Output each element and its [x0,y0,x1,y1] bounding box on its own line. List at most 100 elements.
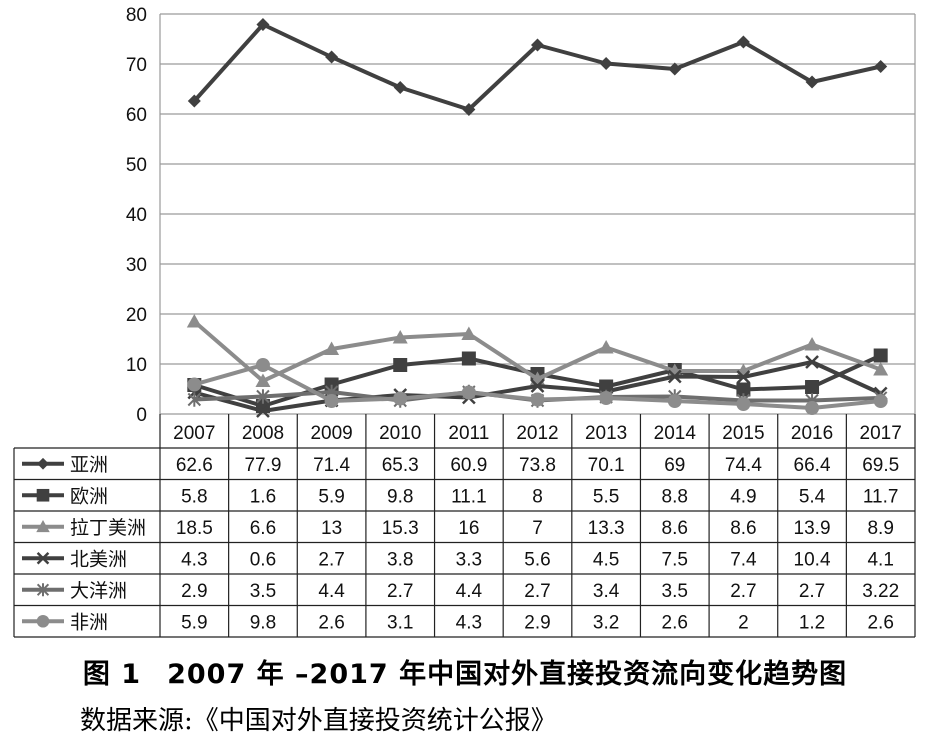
data-point [667,394,682,408]
data-point [804,337,820,351]
table-cell: 8 [532,486,543,507]
table-cell: 13.3 [588,518,625,539]
table-cell: 2.7 [524,581,550,602]
gridlines [160,13,915,415]
x-tick-label: 2017 [860,423,902,444]
data-source: 数据来源:《中国对外直接投资统计公报》 [80,706,557,736]
table-cell: 3.5 [250,581,276,602]
table-cell: 13.9 [794,518,831,539]
y-axis: 0 10 20 30 40 50 60 70 80 [126,5,916,426]
data-point [461,385,476,400]
series-lines [186,18,889,418]
table-cell: 2.9 [524,612,550,633]
data-point [873,394,888,408]
data-point [462,103,476,116]
table-cell: 2.6 [318,612,344,633]
data-point [324,394,339,408]
table-cell: 3.8 [387,549,413,570]
table-cell: 4.5 [593,549,619,570]
data-point [324,341,340,355]
series-circle [187,358,888,415]
data-point [37,457,49,470]
data-point [599,57,613,70]
legend-label: 拉丁美洲 [70,517,146,539]
table-cell: 2.9 [181,581,207,602]
x-tick-label: 2008 [242,423,284,444]
data-point [461,326,477,340]
y-tick-label: 0 [136,405,147,426]
table-cell: 77.9 [244,455,281,476]
data-point [256,404,270,418]
y-tick-label: 20 [126,305,147,326]
legend-label: 亚洲 [70,455,108,476]
data-point [599,391,614,405]
table-cell: 10.4 [794,549,831,570]
series-line [192,22,882,112]
figure-caption: 图 1 2007 年 –2017 年中国对外直接投资流向变化趋势图 [0,652,930,691]
data-point [598,340,614,354]
table-cell: 2 [738,612,749,633]
table-cell: 8.6 [730,518,756,539]
table-cell: 5.8 [181,486,207,507]
table-cell: 11.1 [451,486,487,507]
table-cell: 2.7 [387,581,413,602]
table-cell: 5.4 [799,486,826,507]
y-tick-label: 60 [126,105,147,126]
table-cell: 65.3 [382,455,419,476]
table-cell: 8.8 [662,486,688,507]
legend-label: 非洲 [70,611,108,633]
data-point [736,35,750,49]
data-point [393,358,408,372]
table-cell: 1.2 [799,612,825,633]
table-cell: 3.22 [862,581,899,602]
data-point [393,81,407,94]
data-point [668,62,682,76]
data-point [256,389,270,404]
y-tick-label: 10 [126,355,147,376]
x-tick-label: 2013 [585,423,627,444]
data-point [874,60,888,73]
y-tick-label: 30 [126,255,147,276]
data-point [255,358,270,372]
table-cell: 60.9 [450,455,487,476]
data-point [873,362,889,376]
table-cell: 7.5 [662,549,688,570]
legend-label: 北美洲 [70,548,127,570]
table-cell: 2.6 [662,612,688,633]
table-cell: 8.9 [867,518,893,539]
y-tick-label: 40 [126,205,147,226]
data-point [187,377,202,392]
legend-label: 欧洲 [70,485,108,507]
table-cell: 66.4 [794,455,831,476]
table-cell: 73.8 [519,455,556,476]
data-point [36,520,50,533]
data-point [36,614,50,628]
table-cell: 4.3 [181,549,207,570]
table-cell: 15.3 [382,518,419,539]
table-cell: 6.6 [250,518,276,539]
data-point [392,330,408,344]
data-point [805,75,819,89]
data-point [531,38,544,52]
table-cell: 9.8 [250,612,276,633]
figure-title: 2007 年 –2017 年中国对外直接投资流向变化趋势图 [167,659,848,690]
data-point [36,488,50,502]
table-cell: 4.9 [730,486,756,507]
table-row: 拉丁美洲 18.5 6.6 13 15.3 16 7 13.3 8.6 8.6 13.9 8.9 [22,517,894,539]
data-point [36,583,50,597]
table-cell: 2.6 [867,612,893,633]
table-cell: 1.6 [250,486,276,507]
table-row: 非洲 5.9 9.8 2.6 3.1 4.3 2.9 3.2 2.6 2 1.2 2.6 [22,611,894,633]
table-cell: 3.1 [387,612,413,633]
data-point [805,380,820,394]
table-cell: 4.1 [867,549,893,570]
figure-number: 图 1 [82,659,142,690]
table-cell: 3.5 [662,581,688,602]
series-triangle [186,314,889,387]
series-diamond [187,18,888,116]
table-cell: 8.6 [662,518,688,539]
table-cell: 2.7 [799,581,825,602]
table-cell: 71.4 [313,455,350,476]
x-tick-label: 2010 [379,423,421,444]
data-point [36,551,50,565]
